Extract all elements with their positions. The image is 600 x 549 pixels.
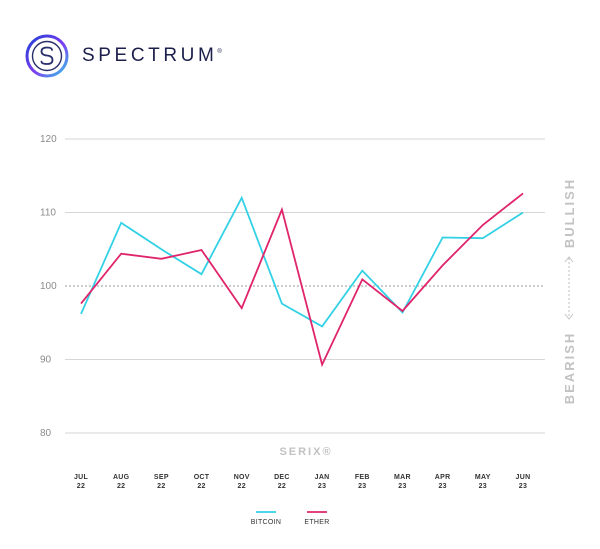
sentiment-side-labels: BULLISH BEARISH: [562, 178, 577, 404]
x-tick-label: MAR 23: [394, 474, 411, 490]
arrow-down-icon: [564, 313, 574, 320]
legend-label-bitcoin: BITCOIN: [251, 519, 282, 526]
brand-name: SPECTRUM®: [82, 45, 222, 66]
x-tick-label: SEP 22: [154, 474, 169, 490]
series-line-ether: [80, 192, 524, 368]
y-tick-label: 80: [40, 428, 52, 439]
x-axis: JUL 22 AUG 22 SEP 22 OCT 22 NOV 22 DEC 22 JAN 23 FEB 23…: [74, 474, 531, 490]
legend-label-ether: ETHER: [304, 519, 329, 526]
arrow-up-icon: [564, 256, 574, 263]
y-tick-label: 120: [40, 134, 57, 145]
x-tick-label: DEC 22: [274, 474, 290, 490]
x-tick-label: AUG 22: [113, 474, 130, 490]
y-tick-label: 110: [40, 208, 56, 219]
x-tick-label: JUL 22: [74, 474, 89, 490]
x-axis-label: SERIX®: [279, 446, 332, 458]
bearish-label: BEARISH: [562, 332, 577, 405]
chart-grid: [65, 138, 545, 434]
x-tick-label: APR 23: [435, 474, 451, 490]
x-tick-label: OCT 22: [194, 474, 210, 490]
y-tick-label: 100: [40, 281, 57, 292]
series-line-bitcoin: [80, 195, 524, 328]
y-tick-label: 90: [40, 355, 52, 366]
x-tick-label: MAY 23: [475, 474, 491, 490]
y-axis: 80 90 100 110 120: [40, 134, 57, 439]
spectrum-s-ring-icon: [25, 34, 69, 78]
x-tick-label: JUN 23: [516, 474, 531, 490]
bullish-label: BULLISH: [562, 178, 577, 248]
x-tick-label: FEB 23: [355, 474, 370, 490]
chart-legend: BITCOIN ETHER: [251, 511, 329, 526]
chart-series: [80, 192, 524, 368]
x-tick-label: NOV 22: [234, 474, 250, 490]
x-tick-label: JAN 23: [315, 474, 330, 490]
brand-logo: SPECTRUM®: [25, 34, 222, 78]
